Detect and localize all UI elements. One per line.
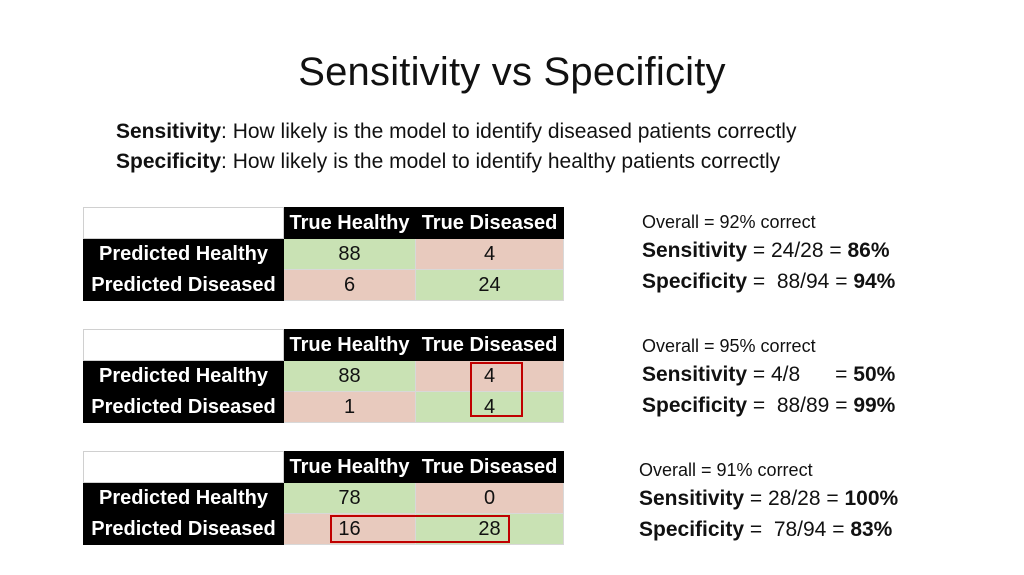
specificity-line: Specificity = 88/94 = 94% (642, 266, 895, 297)
specificity-line: Specificity = 78/94 = 83% (639, 514, 898, 545)
slide-title: Sensitivity vs Specificity (298, 50, 726, 94)
definition-text: : How likely is the model to identify di… (221, 120, 797, 143)
metric-expr: = 78/94 = (744, 518, 851, 541)
row-header-predicted-diseased: Predicted Diseased (83, 513, 284, 545)
metric-result: 83% (850, 518, 893, 541)
metric-label: Specificity (642, 394, 748, 417)
highlight-box-diseased-column (470, 362, 523, 417)
metric-label: Sensitivity (639, 487, 745, 510)
metric-label: Sensitivity (642, 239, 748, 262)
col-header-true-diseased: True Diseased (415, 329, 564, 361)
cell-false-positive: 1 (283, 391, 416, 423)
cell-false-negative: 4 (415, 238, 564, 270)
row-header-predicted-diseased: Predicted Diseased (83, 269, 284, 301)
confusion-matrix-2: True Healthy True Diseased Predicted Hea… (83, 329, 564, 423)
cell-false-negative: 4 (415, 360, 564, 392)
row-header-predicted-healthy: Predicted Healthy (83, 360, 284, 392)
corner-cell (83, 329, 284, 361)
metric-expr: = 88/89 = (747, 394, 854, 417)
overall-accuracy: Overall = 91% correct (639, 460, 813, 480)
overall-accuracy: Overall = 92% correct (642, 212, 816, 232)
metric-expr: = 4/8 = (747, 363, 854, 386)
cell-false-positive: 6 (283, 269, 416, 301)
specificity-line: Specificity = 88/89 = 99% (642, 390, 895, 421)
corner-cell (83, 451, 284, 483)
cell-true-positive: 28 (415, 513, 564, 545)
stats-block-2: Overall = 95% correct Sensitivity = 4/8 … (642, 333, 895, 421)
col-header-true-healthy: True Healthy (283, 329, 416, 361)
row-header-predicted-healthy: Predicted Healthy (83, 482, 284, 514)
definitions: Sensitivity: How likely is the model to … (116, 117, 796, 177)
cell-true-negative: 78 (283, 482, 416, 514)
metric-result: 86% (847, 239, 890, 262)
sensitivity-line: Sensitivity = 24/28 = 86% (642, 235, 895, 266)
metric-label: Specificity (642, 270, 748, 293)
metric-expr: = 24/28 = (747, 239, 848, 262)
metric-expr: = 88/94 = (747, 270, 854, 293)
metric-result: 99% (853, 394, 896, 417)
stats-block-1: Overall = 92% correct Sensitivity = 24/2… (642, 209, 895, 297)
overall-accuracy: Overall = 95% correct (642, 336, 816, 356)
definition-term: Sensitivity (116, 120, 222, 143)
sensitivity-line: Sensitivity = 28/28 = 100% (639, 483, 898, 514)
cell-true-negative: 88 (283, 238, 416, 270)
definition-term: Specificity (116, 150, 222, 173)
metric-label: Sensitivity (642, 363, 748, 386)
row-header-predicted-diseased: Predicted Diseased (83, 391, 284, 423)
metric-label: Specificity (639, 518, 745, 541)
definition-text: : How likely is the model to identify he… (221, 150, 781, 173)
metric-result: 100% (844, 487, 899, 510)
stats-block-3: Overall = 91% correct Sensitivity = 28/2… (639, 457, 898, 545)
cell-true-positive: 24 (415, 269, 564, 301)
col-header-true-diseased: True Diseased (415, 451, 564, 483)
cell-false-positive: 16 (283, 513, 416, 545)
cell-false-negative: 0 (415, 482, 564, 514)
col-header-true-healthy: True Healthy (283, 451, 416, 483)
col-header-true-healthy: True Healthy (283, 207, 416, 239)
sensitivity-line: Sensitivity = 4/8 = 50% (642, 359, 895, 390)
metric-result: 94% (853, 270, 896, 293)
definition-sensitivity: Sensitivity: How likely is the model to … (116, 117, 796, 147)
corner-cell (83, 207, 284, 239)
metric-result: 50% (853, 363, 896, 386)
definition-specificity: Specificity: How likely is the model to … (116, 147, 796, 177)
metric-expr: = 28/28 = (744, 487, 845, 510)
col-header-true-diseased: True Diseased (415, 207, 564, 239)
confusion-matrix-1: True Healthy True Diseased Predicted Hea… (83, 207, 564, 301)
confusion-matrix-3: True Healthy True Diseased Predicted Hea… (83, 451, 564, 545)
highlight-box-diseased-row (330, 515, 510, 543)
cell-true-negative: 88 (283, 360, 416, 392)
cell-true-positive: 4 (415, 391, 564, 423)
row-header-predicted-healthy: Predicted Healthy (83, 238, 284, 270)
